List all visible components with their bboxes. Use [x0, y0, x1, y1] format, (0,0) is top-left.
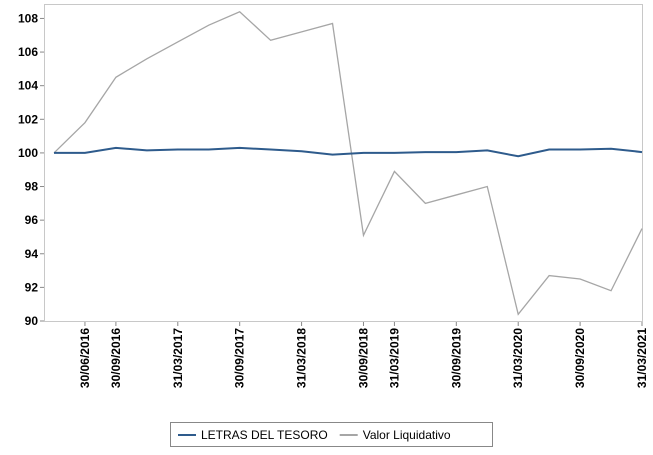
y-tick-label: 106 [18, 45, 38, 59]
y-tick-label: 90 [25, 314, 39, 328]
x-tick-label: 30/09/2018 [356, 328, 370, 388]
legend-box [170, 422, 493, 447]
y-tick-label: 104 [18, 79, 38, 93]
y-tick-label: 98 [25, 180, 39, 194]
y-tick-label: 108 [18, 11, 38, 25]
y-tick-label: 92 [25, 280, 39, 294]
y-tick-label: 94 [25, 247, 39, 261]
y-tick-label: 102 [18, 112, 38, 126]
x-tick-label: 30/09/2020 [573, 328, 587, 388]
x-tick-label: 31/03/2017 [171, 328, 185, 388]
series-line [54, 146, 643, 158]
x-tick-label: 31/03/2019 [387, 328, 401, 388]
x-tick-label: 30/09/2019 [449, 328, 463, 388]
x-tick-label: 31/03/2018 [295, 328, 309, 388]
x-tick-label: 30/06/2016 [78, 328, 92, 388]
y-tick-label: 100 [18, 146, 38, 160]
legend-label: Valor Liquidativo [363, 428, 451, 442]
x-tick-label: 30/09/2016 [109, 328, 123, 388]
x-tick-label: 31/03/2020 [511, 328, 525, 388]
plot-area [44, 4, 643, 322]
x-tick-label: 31/03/2021 [635, 328, 649, 388]
series-line [53, 10, 643, 316]
legend-label: LETRAS DEL TESORO [201, 428, 328, 442]
y-tick-label: 96 [25, 213, 39, 227]
x-tick-label: 30/09/2017 [233, 328, 247, 388]
